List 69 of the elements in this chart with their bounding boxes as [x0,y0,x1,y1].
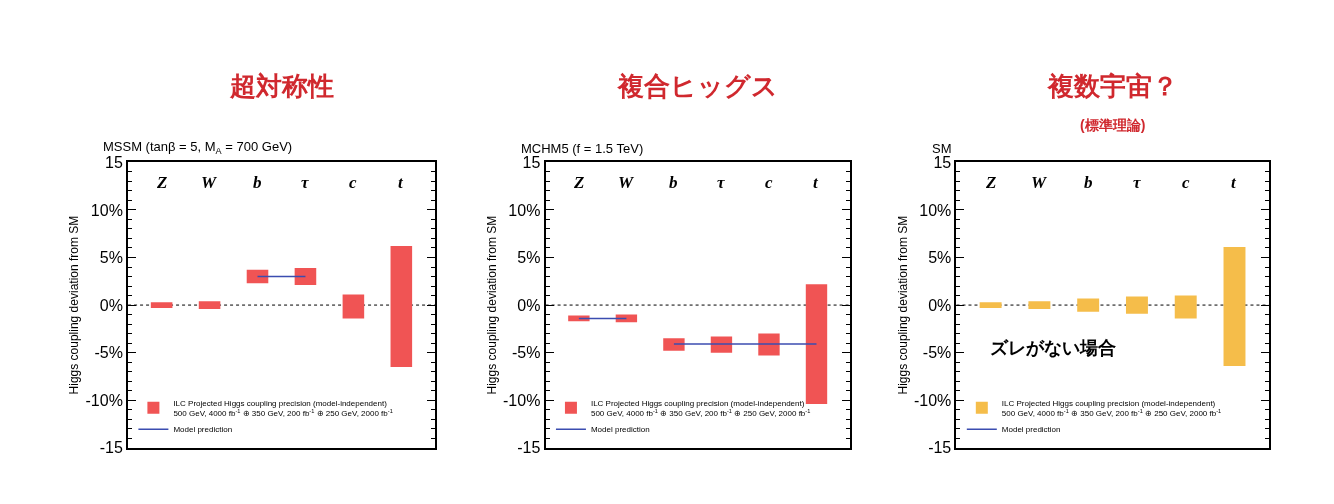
bar [979,302,1002,308]
chart-title: 複数宇宙？ (標準理論) [1047,71,1178,133]
y-tick-label: 15 [522,153,541,171]
x-tick-label: W [1031,173,1048,192]
x-tick-label: c [1182,173,1190,192]
x-tick-label: t [398,173,404,192]
y-tick-label: 10% [508,201,541,219]
y-tick-label: 15 [933,153,952,171]
bar [663,338,685,351]
y-tick-label: 5% [928,249,952,267]
bar [150,302,173,308]
bar [1125,296,1148,314]
y-tick-label: -15 [99,439,123,457]
y-tick-label: -5% [94,344,123,362]
chart-subtitle: MSSM (tanβ = 5, M$_{A}$ = 700 GeV) [103,139,293,156]
y-axis-title: Higgs coupling deviation from SM [895,215,910,395]
bar [1028,301,1051,309]
bar [1223,247,1246,366]
x-tick-label: t [1231,173,1237,192]
y-tick-label: 0% [99,296,123,314]
x-tick-label: τ [717,173,725,192]
x-tick-label: Z [573,173,585,192]
legend-label: ILC Projected Higgs coupling precision (model-independent) 500 GeV, 4000 fb$^{-1}$ ⊕ 350 GeV, 200 fb$^{-1}$ ⊕ 250 GeV, 2000 fb$^{-1}$ [590,398,811,419]
y-tick-label: 0% [928,296,952,314]
bar [342,294,365,319]
x-tick-label: τ [1133,173,1141,192]
bar [390,246,413,367]
bar [294,267,317,286]
legend-label: ILC Projected Higgs coupling precision (model-independent) 500 GeV, 4000 fb$^{-1}$ ⊕ 350 GeV, 200 fb$^{-1}$ ⊕ 250 GeV, 2000 fb$^{-1}$ [173,398,393,419]
annotation: ズレがない場合 [990,338,1116,358]
y-tick-label: -10% [85,391,123,409]
legend-label: Model prediction [590,425,650,435]
bar [1077,298,1100,312]
y-axis-title: Higgs coupling deviation from SM [484,215,499,395]
y-tick-label: 15 [105,153,123,171]
y-axis-title: Higgs coupling deviation from SM [67,215,82,395]
y-tick-label: -15 [928,439,952,457]
y-tick-label: -5% [922,344,952,362]
x-tick-label: c [765,173,773,192]
y-tick-label: -15 [517,439,541,457]
bar [198,301,221,309]
y-tick-label: 0% [517,296,541,314]
legend-label: Model prediction [1001,425,1061,435]
chart-subtitle: SM [932,141,952,156]
legend-label: Model prediction [173,425,233,435]
x-tick-label: W [618,173,635,192]
y-tick-label: 5% [99,249,123,267]
bar [246,269,269,284]
x-tick-label: Z [985,173,997,192]
x-tick-label: τ [301,173,309,192]
x-tick-label: b [669,173,678,192]
x-tick-label: Z [156,173,168,192]
chart-title: 複合ヒッグス [617,71,778,101]
x-tick-label: c [349,173,357,192]
x-tick-label: W [201,173,218,192]
bar [1174,295,1197,319]
chart-title: 超対称性 [229,71,334,101]
y-tick-label: -10% [913,391,952,409]
y-tick-label: -5% [511,344,541,362]
y-tick-label: 10% [919,201,952,219]
bar [805,284,828,404]
x-tick-label: t [813,173,819,192]
x-tick-label: b [1084,173,1093,192]
legend-label: ILC Projected Higgs coupling precision (model-independent) 500 GeV, 4000 fb$^{-1}$ ⊕ 350 GeV, 200 fb$^{-1}$ ⊕ 250 GeV, 2000 fb$^{-1}$ [1001,398,1222,419]
y-tick-label: 5% [517,249,541,267]
y-tick-label: -10% [503,391,541,409]
chart-subtitle: MCHM5 (f = 1.5 TeV) [521,141,644,156]
x-tick-label: b [253,173,262,192]
y-tick-label: 10% [90,201,123,219]
